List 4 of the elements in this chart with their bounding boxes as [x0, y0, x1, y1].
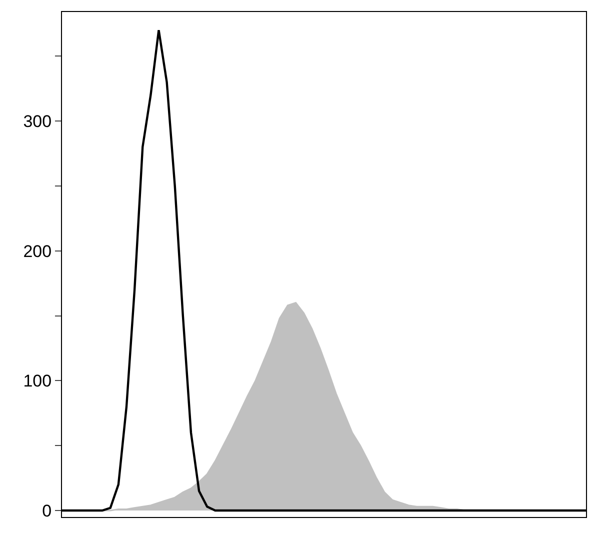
y-tick-label: 200: [23, 242, 52, 261]
y-tick-label: 300: [23, 112, 52, 131]
y-tick-label: 100: [23, 372, 52, 391]
y-tick-label: 0: [42, 501, 52, 520]
